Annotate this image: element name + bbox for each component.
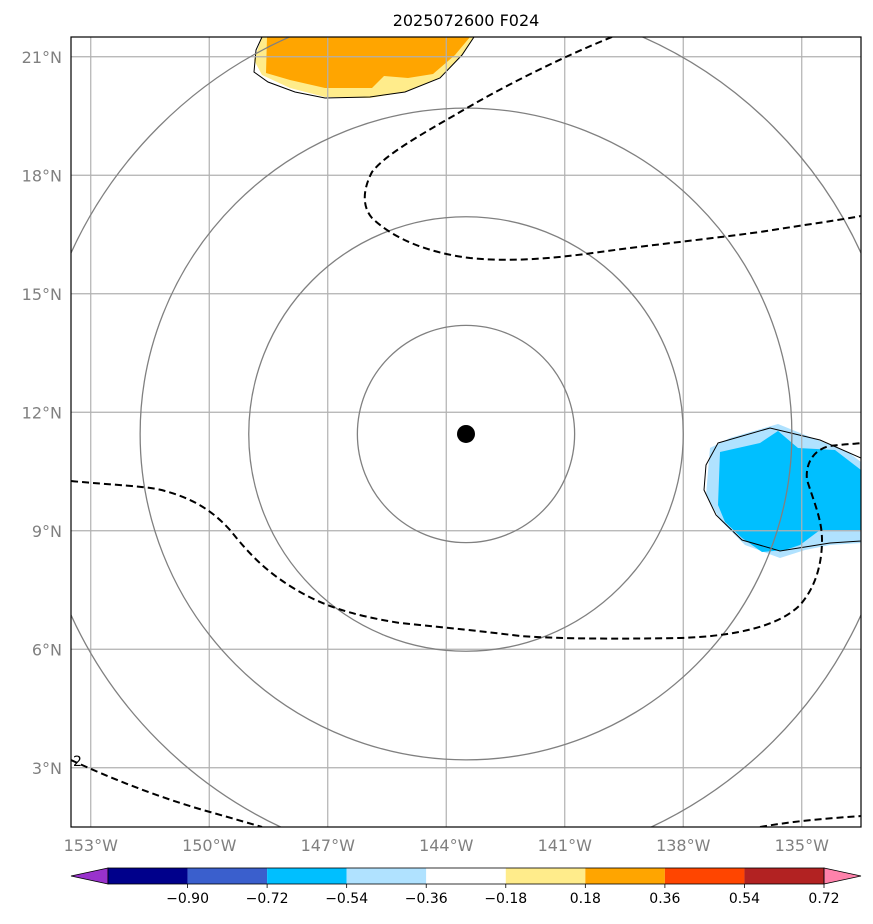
dashed-contours xyxy=(71,37,861,827)
latitude-tick-labels: 21°N 18°N 15°N 12°N 9°N 6°N 3°N xyxy=(22,48,62,778)
lat-tick-label: 3°N xyxy=(32,759,62,778)
contour-label: 2 xyxy=(73,754,82,770)
map-plot-area: 2 xyxy=(71,37,861,827)
colorbar-segment xyxy=(187,868,268,884)
colorbar-tick-label: −0.72 xyxy=(246,891,289,907)
range-ring xyxy=(248,216,684,652)
storm-center-marker xyxy=(457,424,475,443)
colorbar-tick-label: 0.18 xyxy=(570,891,601,907)
colorbar-extend-max xyxy=(823,867,862,885)
lat-tick-label: 21°N xyxy=(22,48,62,67)
contour-line-southeast xyxy=(759,815,861,827)
colorbar-segment xyxy=(664,868,745,884)
lon-tick-label: 147°W xyxy=(301,836,356,855)
range-ring xyxy=(356,324,576,544)
lon-tick-label: 138°W xyxy=(656,836,711,855)
map-title: 2025072600 F024 xyxy=(393,11,540,30)
range-ring xyxy=(139,107,793,761)
colorbar-extend-min xyxy=(70,867,109,885)
colorbar-frame xyxy=(107,867,825,885)
colorbar-segment xyxy=(426,868,506,884)
range-rings xyxy=(71,37,861,827)
lon-tick-label: 150°W xyxy=(182,836,237,855)
contour-line-south xyxy=(71,442,861,640)
longitude-tick-labels: 153°W 150°W 147°W 144°W 141°W 138°W 135°W xyxy=(64,836,830,855)
colorbar-segment xyxy=(267,868,347,884)
colorbar-tick-label: 0.36 xyxy=(649,891,680,907)
lat-tick-label: 6°N xyxy=(32,640,62,659)
colorbar-tick-label: 0.54 xyxy=(729,891,760,907)
colorbar-segment xyxy=(108,868,188,884)
colorbar-tick-label: −0.36 xyxy=(405,891,448,907)
map-frame xyxy=(70,36,862,828)
colorbar-segment xyxy=(505,868,586,884)
lon-tick-label: 141°W xyxy=(538,836,593,855)
colorbar-tick-label: 0.72 xyxy=(808,891,839,907)
lon-tick-label: 144°W xyxy=(419,836,474,855)
colorbar: −0.90 −0.72 −0.54 −0.36 −0.18 0.18 0.36 0.54 0.7… xyxy=(70,867,862,907)
lat-tick-label: 12°N xyxy=(22,403,62,422)
lon-tick-label: 153°W xyxy=(64,836,119,855)
lat-tick-label: 18°N xyxy=(22,166,62,185)
colorbar-tick-label: −0.54 xyxy=(325,891,368,907)
lat-tick-label: 9°N xyxy=(32,522,62,541)
lon-tick-label: 135°W xyxy=(775,836,830,855)
lat-tick-label: 15°N xyxy=(22,285,62,304)
colorbar-segment xyxy=(744,868,824,884)
colorbar-segment xyxy=(346,868,427,884)
colorbar-segment xyxy=(585,868,665,884)
negative-anomaly-region xyxy=(703,424,861,558)
contour-line-southwest xyxy=(71,759,263,827)
colorbar-tick-label: −0.90 xyxy=(166,891,209,907)
colorbar-tick-label: −0.18 xyxy=(484,891,527,907)
contour-line-north xyxy=(363,37,861,261)
positive-anomaly-region xyxy=(253,37,475,99)
